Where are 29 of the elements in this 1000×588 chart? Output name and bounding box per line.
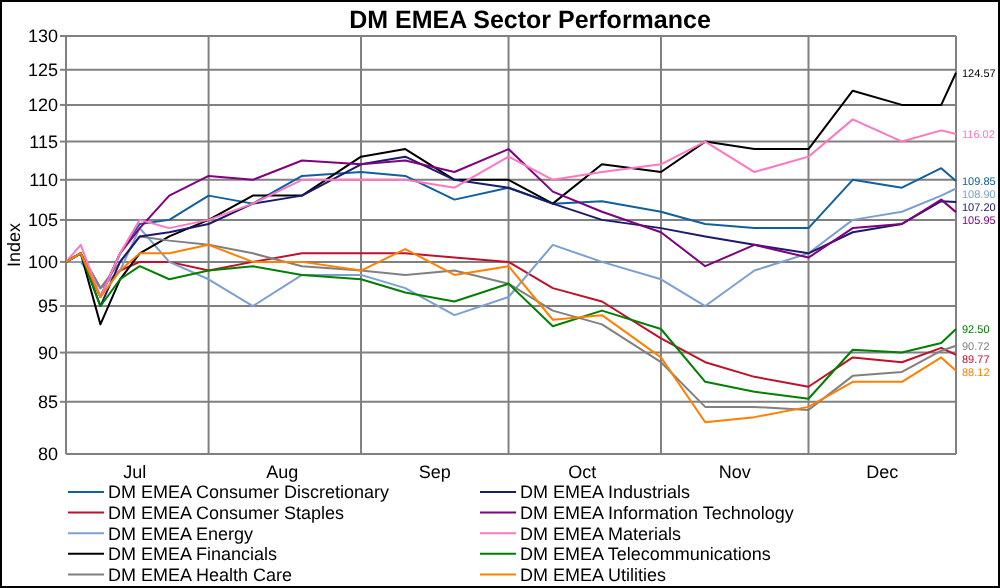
- legend-label: DM EMEA Utilities: [520, 564, 668, 585]
- x-tick-label: Oct: [568, 462, 598, 482]
- x-tick-label: Dec: [866, 462, 900, 482]
- legend-label: DM EMEA Energy: [108, 523, 255, 544]
- legend-label: DM EMEA Industrials: [520, 482, 692, 503]
- legend-label: DM EMEA Telecommunications: [520, 544, 772, 565]
- y-tick-label: 85: [37, 392, 58, 413]
- legend-label: DM EMEA Health Care: [108, 564, 293, 585]
- chart-title: DM EMEA Sector Performance: [349, 6, 711, 34]
- legend-label: DM EMEA Materials: [520, 523, 683, 544]
- x-tick-label: Jul: [123, 462, 147, 482]
- y-tick-label: 90: [37, 342, 58, 363]
- legend-label: DM EMEA Financials: [108, 544, 279, 565]
- y-tick-label: 105: [27, 210, 58, 231]
- y-tick-label: 130: [27, 26, 58, 47]
- y-axis-title: Index: [4, 222, 24, 268]
- y-tick-label: 115: [29, 131, 58, 152]
- x-tick-label: Aug: [266, 462, 299, 482]
- legend-label: DM EMEA Information Technology: [520, 502, 795, 523]
- y-tick-label: 80: [37, 444, 58, 465]
- y-tick-label: 110: [29, 170, 58, 191]
- x-tick-label: Nov: [718, 462, 752, 482]
- y-tick-label: 120: [27, 95, 58, 116]
- legend-label: DM EMEA Consumer Staples: [108, 502, 346, 523]
- x-tick-label: Sep: [418, 462, 451, 482]
- y-tick-label: 95: [37, 296, 58, 317]
- y-tick-label: 125: [27, 60, 58, 81]
- y-tick-label: 100: [27, 252, 58, 273]
- legend-label: DM EMEA Consumer Discretionary: [108, 482, 391, 503]
